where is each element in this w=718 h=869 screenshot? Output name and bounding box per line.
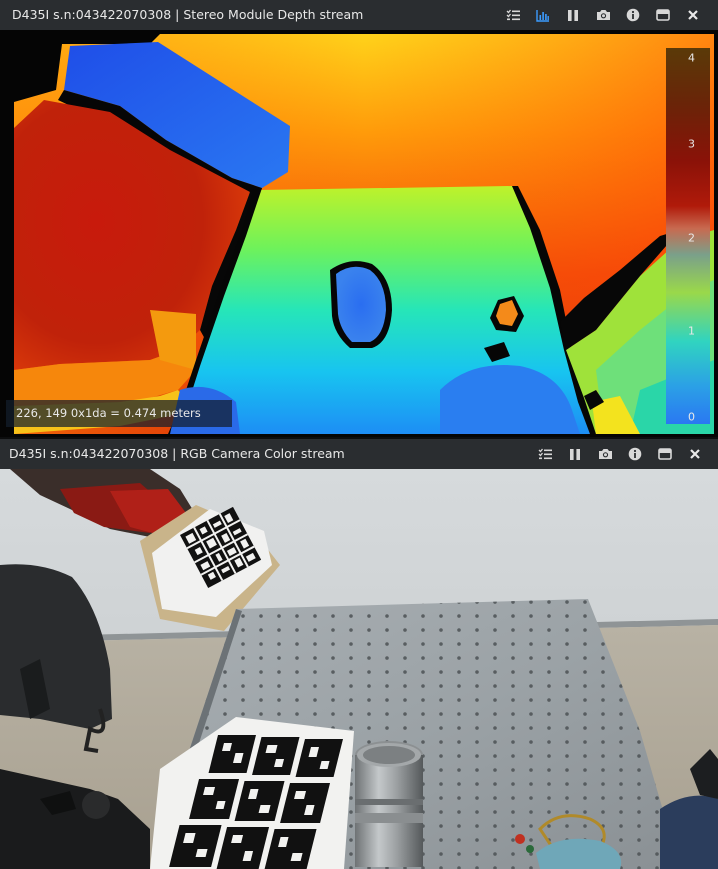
depth-colorbar [666, 48, 710, 424]
panel-divider [0, 437, 718, 439]
list-check-icon[interactable] [498, 0, 528, 30]
depth-toolbar [498, 0, 708, 30]
minimize-icon[interactable] [650, 439, 680, 469]
close-icon[interactable] [678, 0, 708, 30]
depth-titlebar: D435I s.n:043422070308 | Stereo Module D… [0, 0, 718, 30]
colorbar-tick-4: 4 [688, 51, 695, 65]
color-titlebar: D435I s.n:043422070308 | RGB Camera Colo… [0, 439, 718, 469]
depth-image[interactable]: 4 3 2 1 0 226, 149 0x1da = 0.474 meters [0, 30, 718, 437]
color-stream-panel: D435I s.n:043422070308 | RGB Camera Colo… [0, 439, 718, 869]
pause-icon[interactable] [560, 439, 590, 469]
camera-icon[interactable] [588, 0, 618, 30]
depth-readout: 226, 149 0x1da = 0.474 meters [6, 400, 232, 427]
minimize-icon[interactable] [648, 0, 678, 30]
pause-icon[interactable] [558, 0, 588, 30]
camera-icon[interactable] [590, 439, 620, 469]
color-window-title: D435I s.n:043422070308 | RGB Camera Colo… [9, 446, 345, 461]
list-check-icon[interactable] [530, 439, 560, 469]
depth-window-title: D435I s.n:043422070308 | Stereo Module D… [12, 7, 364, 22]
depth-colormap-image [0, 30, 718, 437]
metal-can [355, 755, 423, 867]
color-toolbar [530, 439, 710, 469]
colorbar-tick-1: 1 [688, 324, 695, 338]
colorbar-tick-2: 2 [688, 231, 695, 245]
info-icon[interactable] [620, 439, 650, 469]
aruco-board-gripper [180, 506, 262, 588]
info-icon[interactable] [618, 0, 648, 30]
depth-colorbar-labels: 4 3 2 1 0 [666, 48, 710, 426]
aruco-board-table [169, 735, 344, 869]
histogram-icon[interactable] [528, 0, 558, 30]
depth-stream-panel: D435I s.n:043422070308 | Stereo Module D… [0, 0, 718, 437]
close-icon[interactable] [680, 439, 710, 469]
colorbar-tick-3: 3 [688, 137, 695, 151]
color-camera-image [0, 469, 718, 869]
color-image[interactable] [0, 469, 718, 869]
colorbar-tick-0: 0 [688, 410, 695, 424]
